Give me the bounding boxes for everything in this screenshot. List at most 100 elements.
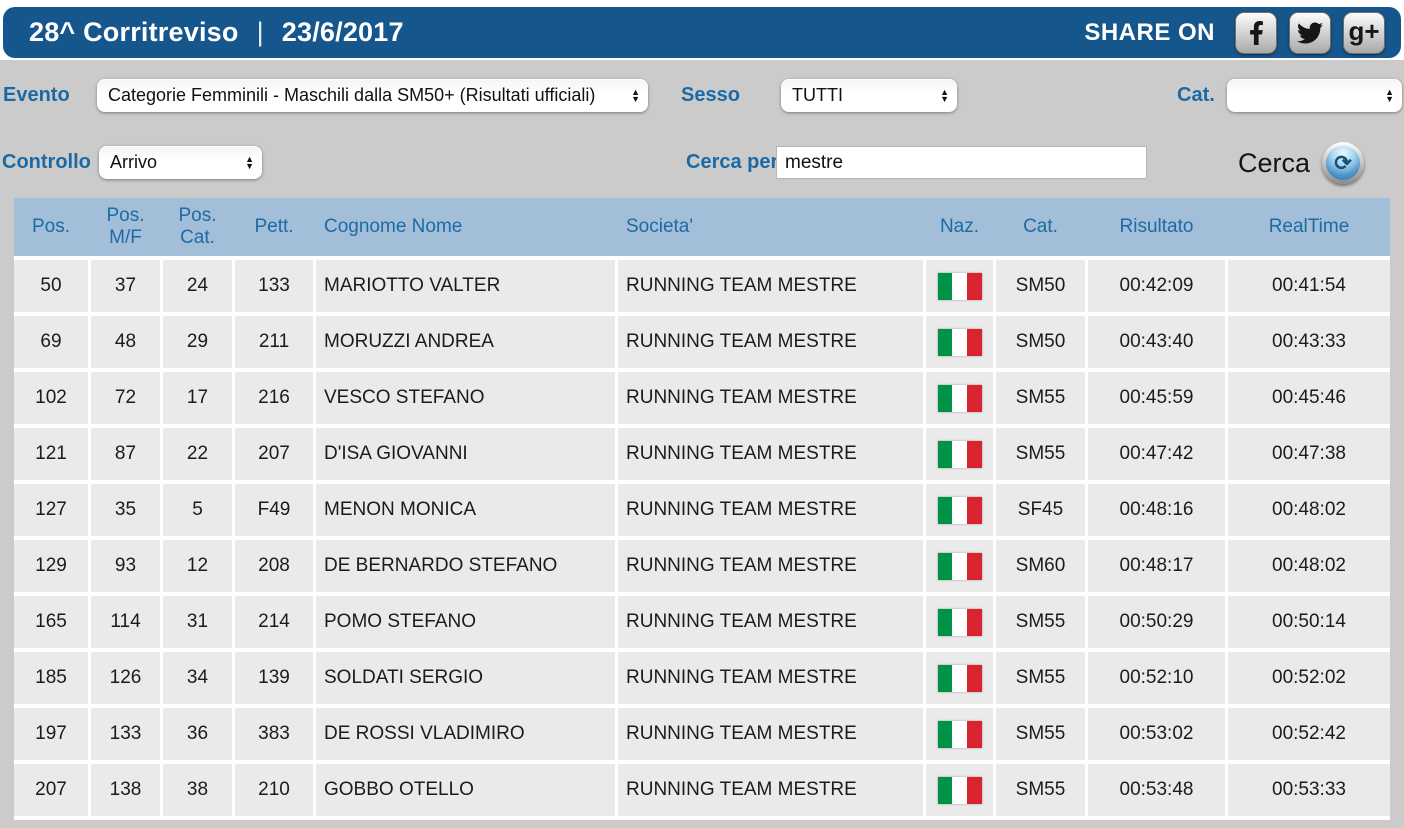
pos_cat-cell: 22 <box>163 428 232 480</box>
italy-flag-icon <box>938 553 982 580</box>
pos-cell: 50 <box>14 260 88 312</box>
cat-cell: SM55 <box>996 652 1085 704</box>
risultato-cell: 00:43:40 <box>1088 316 1225 368</box>
select-spinner-icon: ▲▼ <box>1385 89 1394 102</box>
twitter-share-button[interactable] <box>1289 12 1331 54</box>
pos-cell: 121 <box>14 428 88 480</box>
pett-cell: 211 <box>235 316 313 368</box>
column-header: Pett. <box>235 198 313 256</box>
pos_cat-cell: 36 <box>163 708 232 760</box>
cat-cell: SM55 <box>996 764 1085 816</box>
select-spinner-icon: ▲▼ <box>940 89 949 102</box>
cerca-button-label: Cerca <box>1238 148 1310 179</box>
societa-cell: RUNNING TEAM MESTRE <box>618 484 923 536</box>
nome-cell: DE ROSSI VLADIMIRO <box>316 708 615 760</box>
italy-flag-icon <box>938 273 982 300</box>
pos-cell: 69 <box>14 316 88 368</box>
cat-cell: SM55 <box>996 708 1085 760</box>
event-title-group: 28^ Corritreviso | 23/6/2017 <box>19 17 404 48</box>
societa-cell: RUNNING TEAM MESTRE <box>618 708 923 760</box>
cat-label: Cat. <box>1177 84 1215 107</box>
pos_mf-cell: 48 <box>91 316 160 368</box>
pos_cat-cell: 34 <box>163 652 232 704</box>
societa-cell: RUNNING TEAM MESTRE <box>618 764 923 816</box>
facebook-icon <box>1249 20 1264 46</box>
table-header-row: Pos.Pos.M/FPos.Cat.Pett.Cognome NomeSoci… <box>14 198 1390 256</box>
pos_mf-cell: 93 <box>91 540 160 592</box>
evento-select-value: Categorie Femminili - Maschili dalla SM5… <box>108 85 625 106</box>
realtime-cell: 00:50:14 <box>1228 596 1390 648</box>
realtime-cell: 00:41:54 <box>1228 260 1390 312</box>
naz-cell <box>926 540 993 592</box>
cat-cell: SM55 <box>996 428 1085 480</box>
italy-flag-icon <box>938 721 982 748</box>
table-row: 127355F49MENON MONICARUNNING TEAM MESTRE… <box>14 484 1390 536</box>
pos_mf-cell: 37 <box>91 260 160 312</box>
pett-cell: F49 <box>235 484 313 536</box>
cat-cell: SM55 <box>996 596 1085 648</box>
societa-cell: RUNNING TEAM MESTRE <box>618 428 923 480</box>
realtime-cell: 00:52:42 <box>1228 708 1390 760</box>
nome-cell: DE BERNARDO STEFANO <box>316 540 615 592</box>
realtime-cell: 00:53:33 <box>1228 764 1390 816</box>
controllo-select[interactable]: Arrivo ▲▼ <box>99 146 262 179</box>
pett-cell: 133 <box>235 260 313 312</box>
societa-cell: RUNNING TEAM MESTRE <box>618 372 923 424</box>
table-row: 1218722207D'ISA GIOVANNIRUNNING TEAM MES… <box>14 428 1390 480</box>
table-row: 19713336383DE ROSSI VLADIMIRORUNNING TEA… <box>14 708 1390 760</box>
cat-select[interactable]: ▲▼ <box>1227 79 1402 112</box>
results-page: 28^ Corritreviso | 23/6/2017 SHARE ON g+… <box>0 0 1404 828</box>
societa-cell: RUNNING TEAM MESTRE <box>618 260 923 312</box>
select-spinner-icon: ▲▼ <box>631 89 640 102</box>
table-row: 18512634139SOLDATI SERGIORUNNING TEAM ME… <box>14 652 1390 704</box>
pos_mf-cell: 87 <box>91 428 160 480</box>
googleplus-share-button[interactable]: g+ <box>1343 12 1385 54</box>
controllo-select-value: Arrivo <box>110 152 239 173</box>
cat-cell: SM60 <box>996 540 1085 592</box>
sesso-select[interactable]: TUTTI ▲▼ <box>781 79 957 112</box>
sesso-label: Sesso <box>681 84 740 107</box>
italy-flag-icon <box>938 777 982 804</box>
realtime-cell: 00:45:46 <box>1228 372 1390 424</box>
title-separator: | <box>257 17 264 48</box>
risultato-cell: 00:50:29 <box>1088 596 1225 648</box>
naz-cell <box>926 652 993 704</box>
controllo-label: Controllo <box>2 151 91 174</box>
pos-cell: 129 <box>14 540 88 592</box>
pett-cell: 214 <box>235 596 313 648</box>
societa-cell: RUNNING TEAM MESTRE <box>618 316 923 368</box>
cerca-button[interactable]: Cerca ⟳ <box>1238 142 1364 184</box>
pos_cat-cell: 29 <box>163 316 232 368</box>
column-header: Pos. <box>14 198 88 256</box>
nome-cell: D'ISA GIOVANNI <box>316 428 615 480</box>
societa-cell: RUNNING TEAM MESTRE <box>618 596 923 648</box>
realtime-cell: 00:43:33 <box>1228 316 1390 368</box>
results-table: Pos.Pos.M/FPos.Cat.Pett.Cognome NomeSoci… <box>14 198 1390 820</box>
nome-cell: MENON MONICA <box>316 484 615 536</box>
column-header: Societa' <box>618 198 923 256</box>
search-input[interactable] <box>776 146 1147 179</box>
title-bar: 28^ Corritreviso | 23/6/2017 SHARE ON g+ <box>3 7 1401 58</box>
facebook-share-button[interactable] <box>1235 12 1277 54</box>
risultato-cell: 00:42:09 <box>1088 260 1225 312</box>
column-header: Pos.M/F <box>91 198 160 256</box>
pett-cell: 210 <box>235 764 313 816</box>
table-row: 20713838210GOBBO OTELLORUNNING TEAM MEST… <box>14 764 1390 816</box>
pos-cell: 165 <box>14 596 88 648</box>
italy-flag-icon <box>938 441 982 468</box>
italy-flag-icon <box>938 385 982 412</box>
table-row: 694829211MORUZZI ANDREARUNNING TEAM MEST… <box>14 316 1390 368</box>
share-on-label: SHARE ON <box>1084 19 1215 47</box>
nome-cell: SOLDATI SERGIO <box>316 652 615 704</box>
italy-flag-icon <box>938 609 982 636</box>
naz-cell <box>926 316 993 368</box>
pos_mf-cell: 138 <box>91 764 160 816</box>
pos-cell: 127 <box>14 484 88 536</box>
risultato-cell: 00:48:17 <box>1088 540 1225 592</box>
naz-cell <box>926 260 993 312</box>
column-header: Pos.Cat. <box>163 198 232 256</box>
table-row: 16511431214POMO STEFANORUNNING TEAM MEST… <box>14 596 1390 648</box>
naz-cell <box>926 372 993 424</box>
evento-select[interactable]: Categorie Femminili - Maschili dalla SM5… <box>97 79 648 112</box>
nome-cell: GOBBO OTELLO <box>316 764 615 816</box>
